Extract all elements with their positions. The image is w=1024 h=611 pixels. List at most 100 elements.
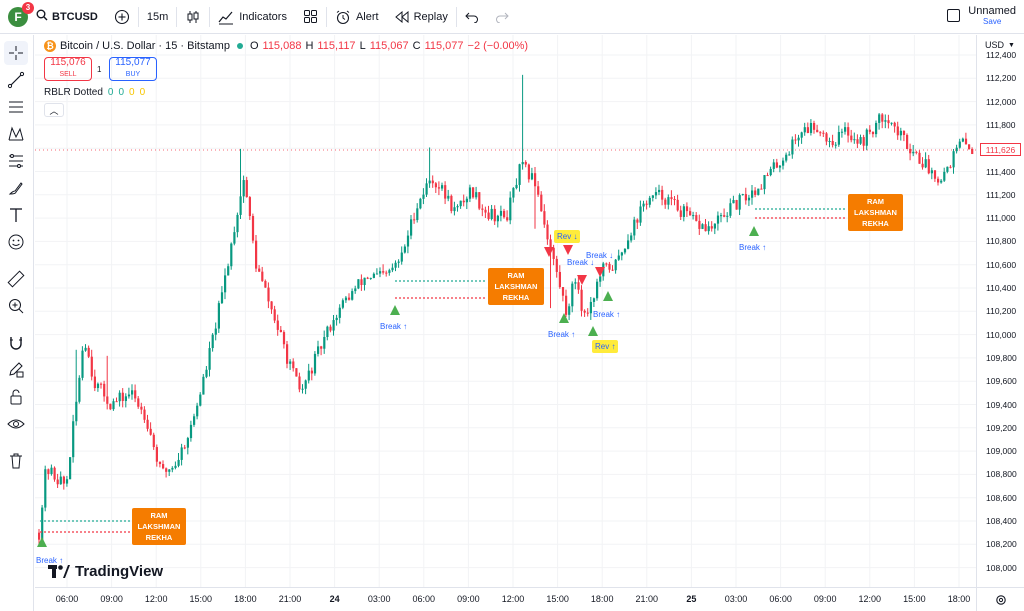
indicator-legend[interactable]: RBLR Dotted 0 0 0 0 [44, 87, 145, 98]
alarm-clock-icon [336, 10, 350, 24]
indicators-label: Indicators [239, 10, 287, 23]
candle-body [180, 447, 183, 460]
horizontal-lines-tool[interactable] [4, 95, 28, 119]
candle-body [183, 447, 186, 449]
candle-body [909, 148, 912, 154]
candle-body [642, 203, 645, 207]
candle-body [952, 151, 955, 168]
buy-price: 115,077 [115, 57, 151, 68]
indicator-value: 0 [118, 87, 125, 98]
text-tool[interactable] [4, 203, 28, 227]
time-tick: 03:00 [724, 594, 748, 604]
layout-menu[interactable]: Unnamed Save [947, 5, 1016, 26]
unlock-icon [10, 389, 22, 405]
candle-body [754, 190, 757, 195]
interval-button[interactable]: 15m [139, 0, 176, 34]
candle-body [896, 126, 899, 136]
candle-body [961, 138, 964, 142]
candle-body [475, 192, 478, 198]
crosshair-tool[interactable] [4, 41, 28, 65]
candle-body [279, 329, 282, 333]
collapse-legend-button[interactable]: ︿ [44, 103, 64, 117]
candle-body [664, 199, 667, 205]
remove-drawings-tool[interactable] [4, 449, 28, 473]
sell-button[interactable]: 115,076 SELL [44, 57, 92, 81]
low-label: L [359, 40, 366, 52]
annotation-text: LAKSHMAN [137, 522, 181, 531]
annotation-text: RAM [866, 197, 885, 206]
candle-body [199, 394, 202, 406]
candle-body [837, 132, 840, 145]
tradingview-logo[interactable]: TradingView [48, 563, 163, 580]
templates-button[interactable] [295, 0, 326, 34]
candle-body [468, 187, 472, 199]
lock-drawings-tool[interactable] [4, 385, 28, 409]
replay-button[interactable]: Replay [387, 0, 456, 34]
candle-body [589, 301, 592, 314]
symbol-legend: ₿ Bitcoin / U.S. Dollar · 15 · Bitstamp … [44, 40, 528, 52]
buy-button[interactable]: 115,077 BUY [109, 57, 157, 81]
candle-body [109, 403, 112, 410]
trend-line-tool[interactable] [4, 68, 28, 92]
symbol-search-button[interactable]: BTCUSD [28, 0, 106, 34]
user-avatar[interactable]: F 3 [8, 1, 34, 27]
candle-body [933, 170, 937, 179]
candle-body [865, 129, 868, 146]
alert-button[interactable]: Alert [327, 0, 387, 34]
zoom-in-icon [9, 299, 24, 314]
rewind-icon [394, 10, 409, 23]
price-axis[interactable]: 112,400112,200112,000111,800111,600111,4… [976, 35, 1024, 587]
candles-icon [187, 10, 199, 23]
time-axis[interactable]: 06:00 09:00 12:00 15:00 18:00 21:00 24 03:00 06:… [35, 587, 976, 611]
ruler-tool[interactable] [4, 267, 28, 291]
compare-symbol-button[interactable] [106, 0, 138, 34]
candle-body [617, 255, 620, 260]
annotation-text: REKHA [502, 293, 530, 302]
candle-body [326, 326, 329, 337]
fib-tool[interactable] [4, 149, 28, 173]
indicators-button[interactable]: Indicators [210, 0, 295, 34]
candle-body [317, 346, 320, 354]
drawing-toolbar [0, 35, 34, 611]
zoom-tool[interactable] [4, 294, 28, 318]
last-price-badge: 111,626 [980, 143, 1021, 156]
candle-body [788, 154, 791, 156]
candle-body [534, 173, 537, 187]
brush-tool[interactable] [4, 176, 28, 200]
candle-body [543, 211, 546, 225]
currency-label: USD [985, 40, 1005, 50]
undo-button[interactable] [457, 0, 487, 34]
time-tick: 15:00 [189, 594, 213, 604]
candle-body [633, 219, 636, 236]
candle-body [323, 336, 326, 349]
annotation-text: RAM [150, 511, 168, 520]
candle-body [264, 280, 267, 288]
candle-body [379, 271, 382, 274]
candle-body [239, 196, 242, 215]
candle-body [496, 215, 499, 222]
candle-body [115, 401, 118, 403]
open-value: 115,088 [262, 40, 302, 52]
candle-body [360, 279, 363, 286]
candle-body [521, 162, 524, 165]
price-tick: 110,600 [986, 259, 1017, 270]
chart-settings-button[interactable] [976, 587, 1024, 611]
hide-drawings-tool[interactable] [4, 412, 28, 436]
candle-body [763, 175, 766, 190]
candle-body [472, 187, 475, 198]
candle-body [267, 287, 270, 302]
emoji-tool[interactable] [4, 230, 28, 254]
magnet-tool[interactable] [4, 331, 28, 355]
candlestick-chart[interactable] [35, 35, 976, 587]
chart-pane[interactable] [35, 35, 976, 587]
pattern-tool[interactable] [4, 122, 28, 146]
trend-line-icon [7, 71, 25, 89]
candle-body [627, 240, 630, 249]
redo-button[interactable] [487, 0, 517, 34]
stay-in-drawing-tool[interactable] [4, 358, 28, 382]
logo-text: TradingView [75, 563, 164, 580]
high-label: H [305, 40, 314, 52]
indicators-icon [218, 11, 234, 24]
currency-selector[interactable]: USD ▼ [985, 40, 1015, 50]
chart-type-button[interactable] [177, 0, 209, 34]
